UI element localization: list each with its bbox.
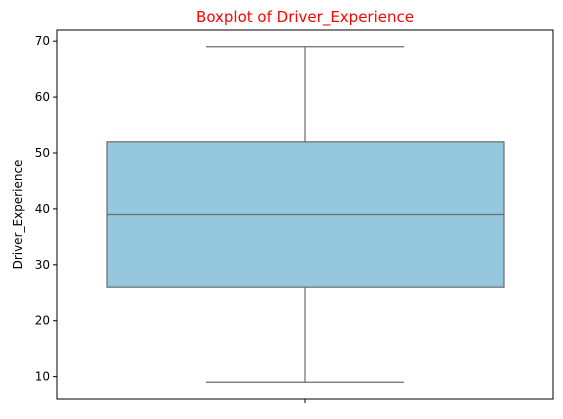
chart-title: Boxplot of Driver_Experience — [196, 8, 414, 27]
y-axis-label: Driver_Experience — [11, 160, 25, 270]
y-tick-label: 50 — [35, 146, 50, 160]
y-tick-label: 40 — [35, 202, 50, 216]
y-tick-label: 20 — [35, 314, 50, 328]
plot-area: 10 20 30 40 50 60 70 — [35, 29, 554, 403]
y-tick-label: 30 — [35, 258, 50, 272]
y-tick-label: 70 — [35, 34, 50, 48]
y-tick-label: 10 — [35, 370, 50, 384]
y-tick-label: 60 — [35, 90, 50, 104]
